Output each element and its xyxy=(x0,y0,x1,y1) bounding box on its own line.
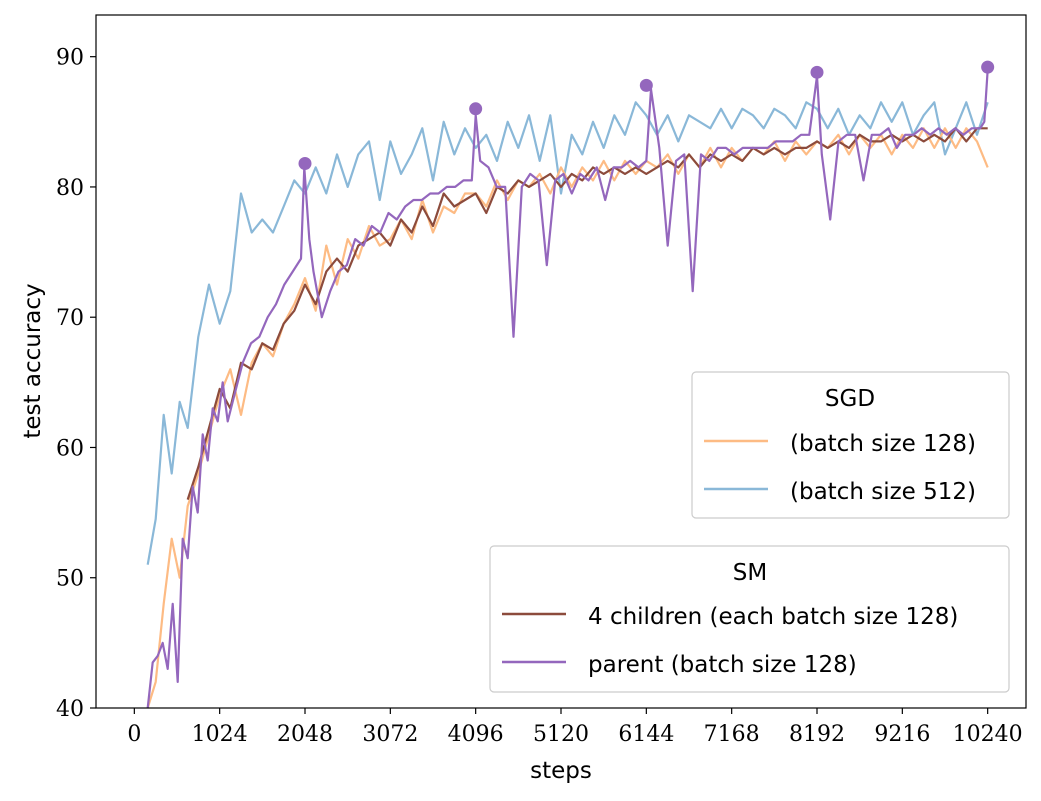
parent-marker-point xyxy=(639,78,653,92)
x-tick-label: 6144 xyxy=(618,722,674,747)
legend-label-parent: parent (batch size 128) xyxy=(588,652,857,678)
legend-label-sgd512: (batch size 512) xyxy=(790,479,976,505)
x-axis-ticks: 0 1024 2048 3072 4096 5120 6144 7168 8192 9216 102… xyxy=(127,708,1023,747)
series-line-sgd128 xyxy=(146,127,989,708)
y-axis-label: test accuracy xyxy=(20,283,46,438)
legend-label-sgd128: (batch size 128) xyxy=(790,431,976,457)
x-tick-label: 2048 xyxy=(277,722,333,747)
x-tick-label: 10240 xyxy=(953,722,1023,747)
series-layer xyxy=(146,69,989,708)
x-tick-label: 4096 xyxy=(448,722,504,747)
legend-label-children: 4 children (each batch size 128) xyxy=(588,604,958,630)
parent-marker-point xyxy=(981,60,995,74)
y-axis-ticks: 40 50 60 70 80 90 xyxy=(56,46,96,722)
series-line-parent xyxy=(146,69,989,708)
legend-sgd-frame xyxy=(691,371,1010,519)
legend-sgd-title: SGD xyxy=(825,386,875,412)
marker-layer xyxy=(298,60,995,170)
parent-marker-point xyxy=(810,65,824,79)
parent-marker-point xyxy=(469,102,483,116)
y-tick-label: 40 xyxy=(56,697,84,722)
series-line-children xyxy=(186,127,988,500)
y-tick-label: 60 xyxy=(56,436,84,461)
y-tick-label: 80 xyxy=(56,176,84,201)
x-tick-label: 8192 xyxy=(789,722,845,747)
series-line-sgd512 xyxy=(146,101,989,565)
x-axis-label: steps xyxy=(530,758,592,784)
y-tick-label: 50 xyxy=(56,567,84,592)
legend-sgd: SGD (batch size 128) (batch size 512) xyxy=(691,371,1010,519)
legend-sm: SM 4 children (each batch size 128) pare… xyxy=(489,545,1010,693)
x-tick-label: 3072 xyxy=(362,722,418,747)
x-tick-label: 1024 xyxy=(192,722,248,747)
legend-sm-title: SM xyxy=(733,560,767,586)
x-tick-label: 5120 xyxy=(533,722,589,747)
y-tick-label: 90 xyxy=(56,46,84,71)
x-tick-label: 0 xyxy=(127,722,141,747)
x-tick-label: 9216 xyxy=(874,722,930,747)
legend-sm-frame xyxy=(489,545,1010,693)
parent-marker-point xyxy=(298,157,312,170)
y-tick-label: 70 xyxy=(56,306,84,331)
x-tick-label: 7168 xyxy=(704,722,760,747)
